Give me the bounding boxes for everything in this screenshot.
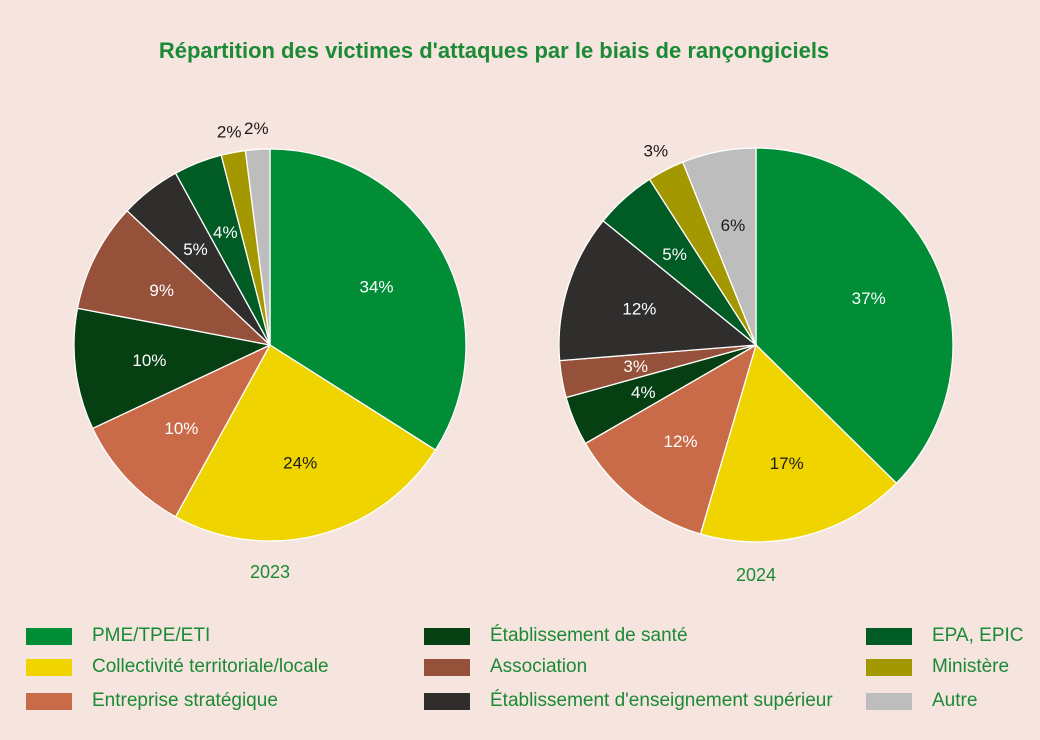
data-label-2024-etablissement-d-enseignement-superieur: 12% [622,300,656,319]
legend-label: Ministère [932,656,1010,677]
data-label-2024-etablissement-de-sante: 4% [631,383,656,402]
legend-label: Établissement d'enseignement supérieur [490,690,833,711]
legend-label: Association [490,656,588,677]
legend-swatch [26,658,72,676]
legend-swatch [26,627,72,645]
data-label-2024-association: 3% [623,357,648,376]
slice-2023-collectivite-territoriale-locale [174,344,437,542]
pie-2024: 37% 17% 12% 4% 3% 12% 5% 3% 6% 2024 [558,142,954,585]
legend-label: Autre [932,690,978,711]
data-label-2023-pme-tpe-eti: 34% [359,278,393,297]
slice-2024-collectivite-territoriale-locale [699,344,898,543]
legend-item-association: Association [424,656,587,678]
legend-swatch [424,658,470,676]
legend-item-etablissement-de-sante: Établissement de santé [424,625,688,647]
data-label-2024-ministere: 3% [644,142,669,161]
slice-2023-entreprise-strategique [92,344,271,518]
data-label-2023-epa-epic: 4% [213,223,238,242]
legend-label: PME/TPE/ETI [92,625,211,646]
pie-charts: 34% 24% 10% 10% 9% 5% 4% 2% 2% 2023 37% 17% 12% 4% 3% 1… [73,119,954,585]
chart-title: Répartition des victimes d'attaques par … [158,38,830,63]
data-label-2023-ministere: 2% [217,122,242,141]
legend-swatch [26,692,72,710]
legend-item-collectivite-territoriale-locale: Collectivité territoriale/locale [26,656,329,678]
legend-label: Établissement de santé [490,625,688,646]
legend-swatch [424,692,470,710]
data-label-2024-epa-epic: 5% [662,245,687,264]
legend-label: Collectivité territoriale/locale [92,656,329,677]
data-label-2023-collectivite-territoriale-locale: 24% [283,454,317,473]
legend-item-pme-tpe-eti: PME/TPE/ETI [26,625,210,647]
legend-swatch [866,692,912,710]
slice-2024-autre [682,147,757,346]
data-label-2024-entreprise-strategique: 12% [663,432,697,451]
legend-swatch [424,627,470,645]
legend-item-etablissement-d-enseignement-superieur: Établissement d'enseignement supérieur [424,690,833,712]
year-label-2024: 2024 [736,565,776,585]
slice-2023-association [76,210,271,346]
legend-label: Entreprise stratégique [92,690,278,711]
legend-item-epa-epic: EPA, EPIC [866,625,1024,647]
legend-label: EPA, EPIC [932,625,1024,646]
legend-swatch [866,658,912,676]
slice-2024-entreprise-strategique [584,344,757,535]
year-label-2023: 2023 [250,562,290,582]
legend-swatch [866,627,912,645]
slice-2024-etablissement-d-enseignement-superieur [558,220,757,362]
legend-item-ministere: Ministère [866,656,1009,678]
data-label-2023-entreprise-strategique: 10% [164,419,198,438]
legend-item-autre: Autre [866,690,977,712]
data-label-2023-association: 9% [149,281,174,300]
slice-2023-pme-tpe-eti [269,148,467,451]
slice-2023-autre [244,148,271,346]
data-label-2023-etablissement-de-sante: 10% [132,351,166,370]
pie-2023: 34% 24% 10% 10% 9% 5% 4% 2% 2% 2023 [73,119,467,582]
data-label-2023-autre: 2% [244,119,269,138]
legend-item-entreprise-strategique: Entreprise stratégique [26,690,278,712]
data-label-2024-autre: 6% [721,216,746,235]
data-label-2023-etablissement-d-enseignement-superieur: 5% [183,240,208,259]
data-label-2024-collectivite-territoriale-locale: 17% [770,454,804,473]
slice-2023-etablissement-de-sante [73,307,271,430]
slice-2024-pme-tpe-eti [755,147,954,484]
data-label-2024-pme-tpe-eti: 37% [852,289,886,308]
